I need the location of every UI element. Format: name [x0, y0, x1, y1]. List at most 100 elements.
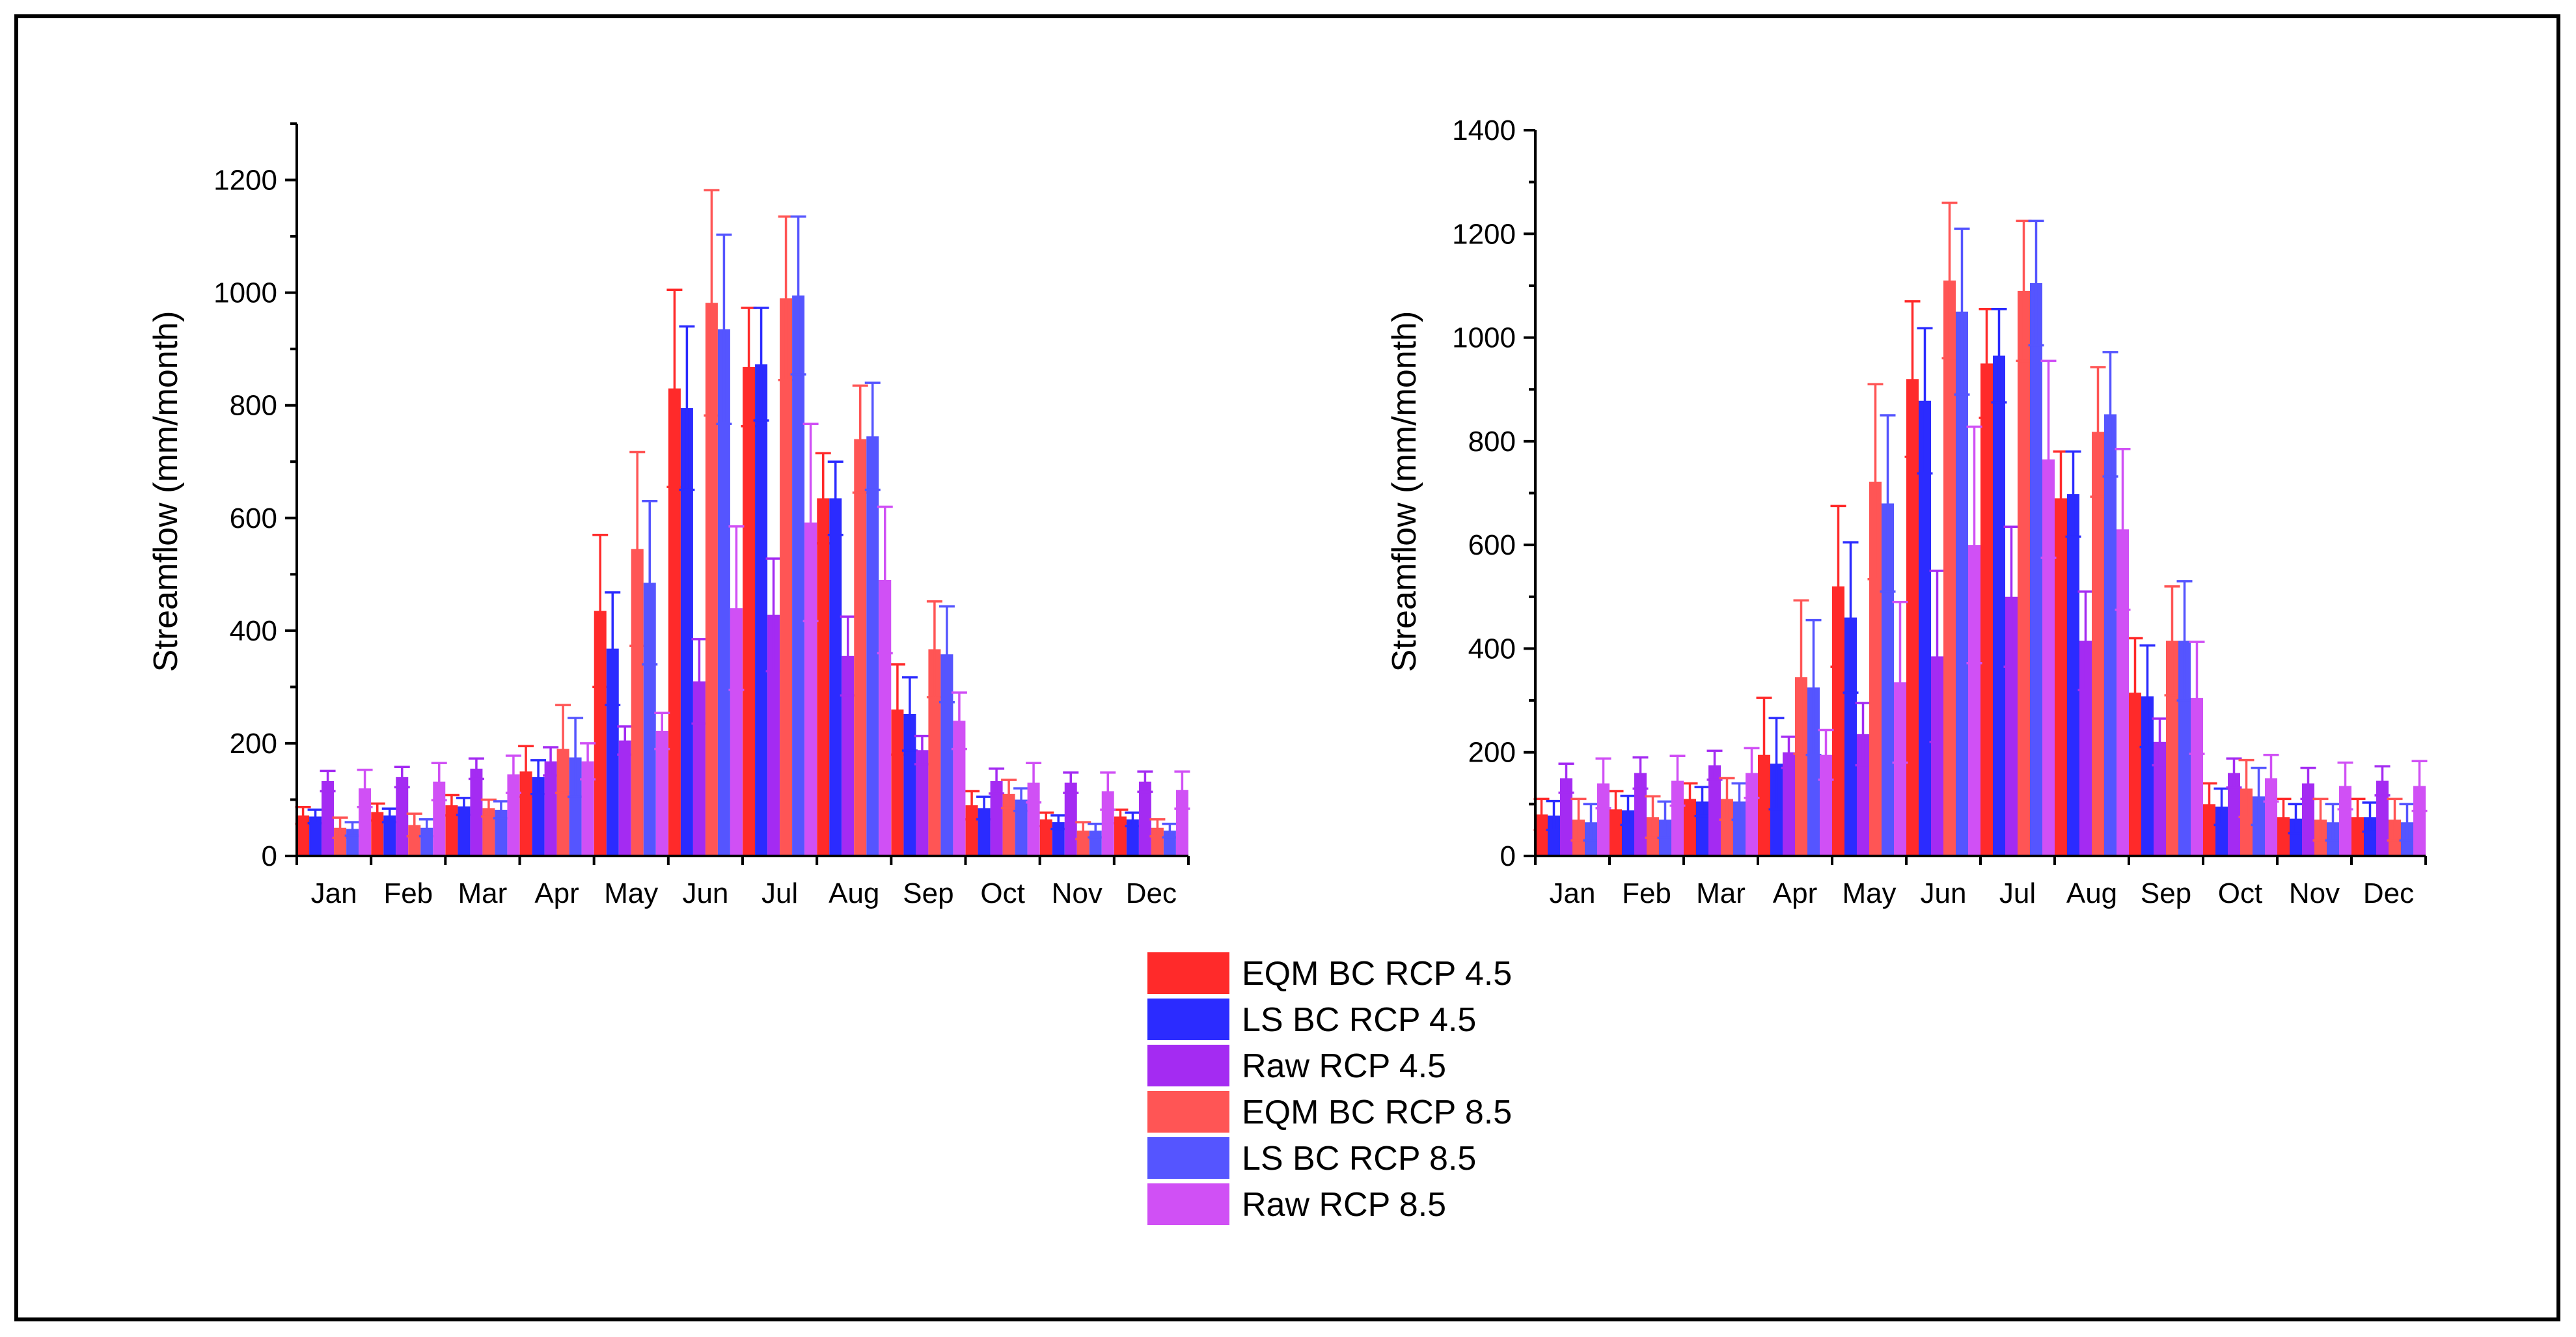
- series-ls-bc-rcp-8-5: [1583, 219, 2415, 857]
- bar-raw-rcp-8-5-feb: [1671, 780, 1684, 856]
- legend-item-raw-rcp-4-5: Raw RCP 4.5: [1147, 1045, 1446, 1086]
- bar-raw-rcp-4-5-apr: [1783, 752, 1795, 856]
- x-tick-label-jul: Jul: [1999, 877, 2036, 909]
- bar-raw-rcp-4-5-jun: [692, 681, 706, 856]
- bar-raw-rcp-8-5-apr: [581, 761, 594, 856]
- legend-item-raw-rcp-8-5: Raw RCP 8.5: [1147, 1183, 1446, 1225]
- error-bar-eqm-bc-rcp-8-5-may: [629, 450, 646, 647]
- bar-raw-rcp-8-5-jun: [730, 608, 743, 856]
- error-bar-ls-bc-rcp-4-5-mar: [1694, 786, 1710, 818]
- error-bar-ls-bc-rcp-4-5-aug: [2065, 450, 2081, 538]
- bar-eqm-bc-rcp-4-5-apr: [519, 771, 532, 856]
- error-bar-eqm-bc-rcp-4-5-mar: [1682, 782, 1698, 816]
- bar-ls-bc-rcp-4-5-dec: [2364, 817, 2376, 856]
- legend-label: LS BC RCP 8.5: [1242, 1140, 1476, 1178]
- bar-eqm-bc-rcp-4-5-oct: [965, 805, 978, 856]
- error-bar-raw-rcp-4-5-feb: [394, 765, 410, 789]
- x-tick-label-mar: Mar: [458, 877, 508, 909]
- bar-raw-rcp-8-5-nov: [2339, 786, 2351, 856]
- error-bar-raw-rcp-4-5-feb: [1632, 756, 1649, 790]
- bar-ls-bc-rcp-4-5-may: [1844, 617, 1857, 856]
- bar-eqm-bc-rcp-4-5-feb: [1610, 809, 1622, 856]
- error-bar-eqm-bc-rcp-8-5-aug: [2090, 366, 2106, 498]
- bar-raw-rcp-4-5-oct: [2228, 773, 2240, 856]
- x-tick-label-aug: Aug: [829, 877, 879, 909]
- error-bar-raw-rcp-8-5-oct: [2263, 753, 2279, 803]
- bar-eqm-bc-rcp-8-5-mar: [482, 808, 495, 856]
- legend-label: EQM BC RCP 4.5: [1242, 955, 1512, 993]
- error-bar-eqm-bc-rcp-8-5-jun: [704, 189, 720, 417]
- error-bar-ls-bc-rcp-8-5-jun: [1954, 227, 1970, 396]
- y-axis-title: Streamflow (mm/month): [1386, 311, 1423, 672]
- error-bar-ls-bc-rcp-4-5-oct: [976, 795, 993, 821]
- y-axis-title: Streamflow (mm/month): [147, 311, 185, 672]
- bar-raw-rcp-4-5-nov: [1064, 782, 1077, 856]
- error-bar-eqm-bc-rcp-4-5-apr: [1756, 696, 1772, 814]
- bar-raw-rcp-8-5-jan: [1597, 783, 1610, 856]
- bar-eqm-bc-rcp-4-5-nov: [2277, 817, 2290, 856]
- error-bar-ls-bc-rcp-8-5-nov: [1088, 822, 1104, 839]
- bar-ls-bc-rcp-4-5-apr: [532, 777, 545, 856]
- y-tick-label: 800: [230, 390, 277, 422]
- x-tick-label-feb: Feb: [1622, 877, 1671, 909]
- error-bar-eqm-bc-rcp-4-5-feb: [369, 802, 385, 822]
- error-bar-ls-bc-rcp-4-5-dec: [2362, 801, 2378, 833]
- bar-ls-bc-rcp-4-5-jun: [680, 408, 693, 856]
- bar-raw-rcp-4-5-dec: [1138, 781, 1151, 856]
- error-bar-raw-rcp-8-5-oct: [1026, 762, 1042, 804]
- y-tick-label: 1400: [1452, 115, 1516, 146]
- y-tick-label: 1200: [213, 165, 277, 197]
- bar-eqm-bc-rcp-8-5-jan: [334, 827, 347, 856]
- bar-ls-bc-rcp-4-5-dec: [1126, 819, 1139, 856]
- error-bar-raw-rcp-8-5-jun: [1966, 425, 1982, 665]
- bar-ls-bc-rcp-8-5-jun: [717, 329, 730, 857]
- error-bar-ls-bc-rcp-4-5-dec: [1125, 811, 1141, 827]
- bar-ls-bc-rcp-4-5-feb: [383, 815, 396, 856]
- bar-eqm-bc-rcp-4-5-sep: [2129, 693, 2141, 856]
- error-bar-eqm-bc-rcp-4-5-aug: [815, 452, 831, 545]
- series-eqm-bc-rcp-4-5: [295, 288, 1129, 856]
- legend-swatch: [1147, 1137, 1229, 1179]
- bar-ls-bc-rcp-8-5-mar: [1733, 801, 1746, 856]
- bar-raw-rcp-8-5-aug: [879, 579, 892, 856]
- y-tick-label: 600: [230, 503, 277, 534]
- x-tick-label-nov: Nov: [1052, 877, 1103, 909]
- legend-item-ls-bc-rcp-4-5: LS BC RCP 4.5: [1147, 999, 1476, 1040]
- bar-ls-bc-rcp-8-5-jul: [792, 295, 805, 856]
- x-tick-label-jan: Jan: [1550, 877, 1596, 909]
- error-bar-ls-bc-rcp-8-5-may: [642, 500, 658, 666]
- y-tick-label: 200: [1468, 737, 1516, 769]
- error-bar-eqm-bc-rcp-4-5-feb: [1608, 790, 1624, 829]
- error-bar-raw-rcp-8-5-sep: [951, 691, 967, 751]
- series-raw-rcp-4-5: [1558, 525, 2391, 856]
- error-bar-raw-rcp-4-5-dec: [2374, 765, 2391, 797]
- bar-raw-rcp-4-5-sep: [916, 750, 929, 856]
- x-tick-label-sep: Sep: [903, 877, 953, 909]
- bar-raw-rcp-4-5-dec: [2376, 780, 2389, 856]
- x-tick-label-apr: Apr: [534, 877, 579, 909]
- error-bar-eqm-bc-rcp-4-5-may: [1830, 504, 1846, 668]
- error-bar-ls-bc-rcp-8-5-apr: [1805, 618, 1822, 756]
- legend-item-ls-bc-rcp-8-5: LS BC RCP 8.5: [1147, 1137, 1476, 1179]
- bar-eqm-bc-rcp-8-5-dec: [1151, 827, 1164, 856]
- legend-item-eqm-bc-rcp-4-5: EQM BC RCP 4.5: [1147, 952, 1512, 994]
- error-bar-eqm-bc-rcp-8-5-apr: [555, 704, 571, 794]
- y-tick-label: 0: [1500, 840, 1516, 872]
- error-bar-eqm-bc-rcp-4-5-dec: [2350, 797, 2366, 836]
- error-bar-ls-bc-rcp-8-5-jul: [790, 215, 806, 376]
- bar-raw-rcp-8-5-dec: [1175, 790, 1188, 856]
- error-bar-ls-bc-rcp-8-5-jan: [344, 821, 361, 837]
- error-bar-raw-rcp-8-5-apr: [1818, 728, 1834, 781]
- error-bar-raw-rcp-4-5-oct: [989, 767, 1005, 795]
- error-bar-eqm-bc-rcp-8-5-may: [1867, 383, 1884, 581]
- y-tick-label: 800: [1468, 426, 1516, 458]
- bar-ls-bc-rcp-8-5-jul: [2030, 283, 2042, 857]
- error-bar-raw-rcp-8-5-nov: [1100, 771, 1116, 811]
- bar-eqm-bc-rcp-4-5-dec: [2351, 817, 2364, 856]
- bar-raw-rcp-4-5-apr: [544, 761, 557, 856]
- series-eqm-bc-rcp-4-5: [1533, 300, 2366, 856]
- legend: EQM BC RCP 4.5 LS BC RCP 4.5 Raw RCP 4.5 EQ…: [1147, 952, 1512, 1225]
- bar-eqm-bc-rcp-4-5-aug: [817, 498, 830, 856]
- error-bar-raw-rcp-8-5-jun: [728, 525, 745, 691]
